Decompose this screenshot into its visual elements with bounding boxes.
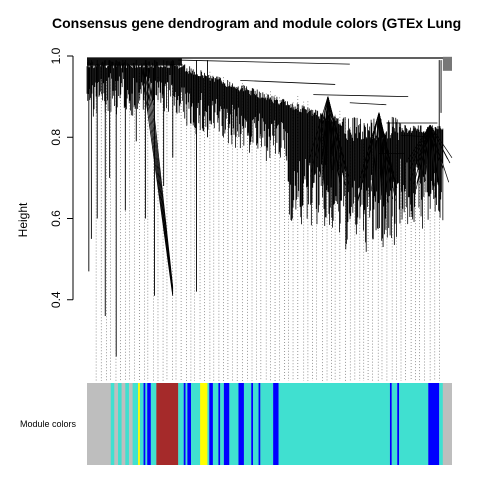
module-color-segment [397,383,400,465]
cluster-merge-line [349,102,387,106]
module-color-segment [251,383,254,465]
module-color-segment [139,383,144,465]
cluster-merge-line [400,134,438,138]
dendrogram-tree [86,56,453,357]
module-color-segment [207,383,210,465]
cluster-fan-line [308,96,329,161]
cluster-fan-line [408,124,431,164]
module-color-segment [243,383,252,465]
module-color-segment [125,383,129,465]
cluster-fan-line [429,124,451,164]
module-color-segment [223,383,230,465]
module-color-segment [389,383,392,465]
cluster-fan-line [363,112,380,183]
cluster-fan-line [378,112,388,183]
module-color-segment [183,383,186,465]
cluster-fan-line [425,125,431,181]
y-tick-label: 0.8 [49,129,63,146]
cluster-fan-line [317,96,329,159]
cluster-fan-line [413,124,431,185]
y-tick-label: 1.0 [49,47,63,64]
module-color-segment [87,383,111,465]
module-color-segment [187,383,192,465]
cluster-merge-line [313,94,409,98]
module-color-segment [110,383,115,465]
module-color-segment [273,383,279,465]
module-colors-label: Module colors [20,419,77,429]
cluster-fan-line [310,96,329,177]
module-color-segment [278,383,390,465]
module-color-segment [253,383,259,465]
module-color-segment [121,383,126,465]
module-color-segment [428,383,440,465]
cluster-fan-line [357,112,380,201]
module-color-segment [147,383,151,465]
cluster-fan-line [327,96,346,186]
module-color-segment [150,383,157,465]
cluster-fan-line [378,112,394,199]
cluster-fan-line [416,124,431,184]
module-color-segment [260,383,274,465]
module-color-segment [212,383,219,465]
module-color-segment [128,383,133,465]
module-color-segment [114,383,119,465]
dendrogram-guide-lines [95,62,440,381]
cluster-fan-line [327,96,336,170]
chart-title: Consensus gene dendrogram and module col… [52,15,461,31]
cluster-fan-line [327,96,333,179]
module-color-segment [399,383,429,465]
dense-merge-band [87,57,182,66]
cluster-fan-line [409,124,431,169]
module-color-segment [258,383,261,465]
cluster-fan-line [429,125,435,199]
module-color-segment [200,383,208,465]
cluster-fan-line [421,125,431,181]
brown-module-strand [148,68,174,288]
module-color-segment [185,383,188,465]
cluster-fan-line [327,96,346,167]
module-color-segment [391,383,398,465]
cluster-fan-line [373,112,380,198]
module-color-segment [145,383,148,465]
module-color-segment [220,383,224,465]
module-color-bar [87,383,452,465]
module-color-segment [118,383,122,465]
y-axis-label: Height [16,202,30,237]
cluster-fan-line [370,112,380,192]
module-color-segment [229,383,239,465]
y-tick-label: 0.4 [49,291,63,308]
brown-module-strand [144,68,174,293]
y-tick-label: 0.6 [49,210,63,227]
cluster-fan-line [429,125,440,189]
module-color-segment [138,383,140,465]
module-color-segment [132,383,139,465]
module-color-segment [209,383,213,465]
module-color-segment [439,383,443,465]
module-color-segment [191,383,201,465]
cluster-fan-line [361,112,380,174]
module-color-segment [178,383,184,465]
brown-module-strand [141,68,174,296]
right-grey-cluster [442,56,452,71]
cluster-fan-line [409,124,431,181]
module-color-segment [143,383,146,465]
cluster-fan-line [408,124,431,160]
module-color-segment [156,383,179,465]
cluster-merge-line [178,59,350,65]
module-color-segment [442,383,452,465]
cluster-fan-line [378,112,396,201]
y-axis: 0.4 0.6 0.8 1.0 [49,47,74,308]
brown-module-strand [142,68,174,295]
cluster-fan-line [429,124,450,183]
cluster-merge-line [240,79,336,85]
cluster-fan-line [319,96,329,178]
cluster-fan-line [378,112,383,185]
cluster-fan-line [429,124,453,159]
cluster-fan-line [324,96,329,184]
cluster-fan-line [327,96,342,187]
module-color-segment [238,383,244,465]
module-color-segment [218,383,221,465]
